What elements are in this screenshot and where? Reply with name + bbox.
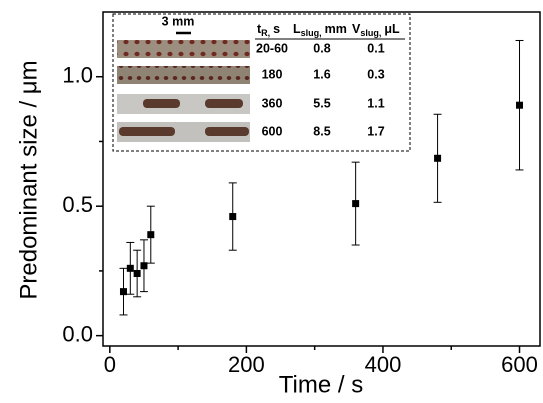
point — [516, 101, 524, 109]
column-header: Lslug, mm — [293, 22, 347, 38]
column-header: tR, s — [257, 22, 280, 38]
x-tick-label: 400 — [365, 352, 402, 377]
slug — [143, 99, 180, 108]
point — [147, 231, 155, 239]
point — [229, 213, 237, 221]
table-cell: 20-60 — [256, 41, 288, 55]
table-cell: 8.5 — [313, 124, 330, 138]
y-axis-title: Predominant size / μm — [15, 60, 42, 299]
table-cell: 180 — [262, 67, 283, 81]
table-cell: 1.1 — [367, 96, 384, 110]
scale-bar-label: 3 mm — [162, 14, 195, 28]
table-cell: 0.1 — [367, 41, 384, 55]
table-cell: 600 — [262, 124, 283, 138]
table-cell: 1.7 — [367, 124, 384, 138]
y-tick-label: 1.0 — [62, 63, 93, 88]
point — [133, 270, 141, 278]
point — [352, 200, 360, 208]
x-tick-label: 600 — [501, 352, 538, 377]
slug — [119, 127, 175, 136]
y-tick-label: 0.5 — [62, 192, 93, 217]
photo — [117, 66, 250, 84]
point — [126, 264, 134, 272]
x-axis-title: Time / s — [279, 371, 363, 398]
table-cell: 0.3 — [367, 67, 384, 81]
column-header: Vslug, μL — [352, 22, 400, 38]
photo — [117, 40, 250, 58]
point — [434, 154, 442, 162]
point — [119, 288, 127, 296]
slug — [205, 127, 249, 136]
table-cell: 360 — [262, 96, 283, 110]
x-tick-label: 200 — [228, 352, 265, 377]
slug — [205, 99, 243, 108]
y-tick-label: 0.0 — [62, 321, 93, 346]
point — [140, 262, 148, 270]
table-cell: 5.5 — [313, 96, 330, 110]
table-cell: 0.8 — [313, 41, 330, 55]
plot-frame — [102, 11, 541, 347]
inset: 3 mm tR, s Lslug, mm Vslug, μL 20-60 0.8 0.1 1… — [112, 13, 411, 152]
table-cell: 1.6 — [313, 67, 330, 81]
x-tick-label: 0 — [104, 352, 116, 377]
